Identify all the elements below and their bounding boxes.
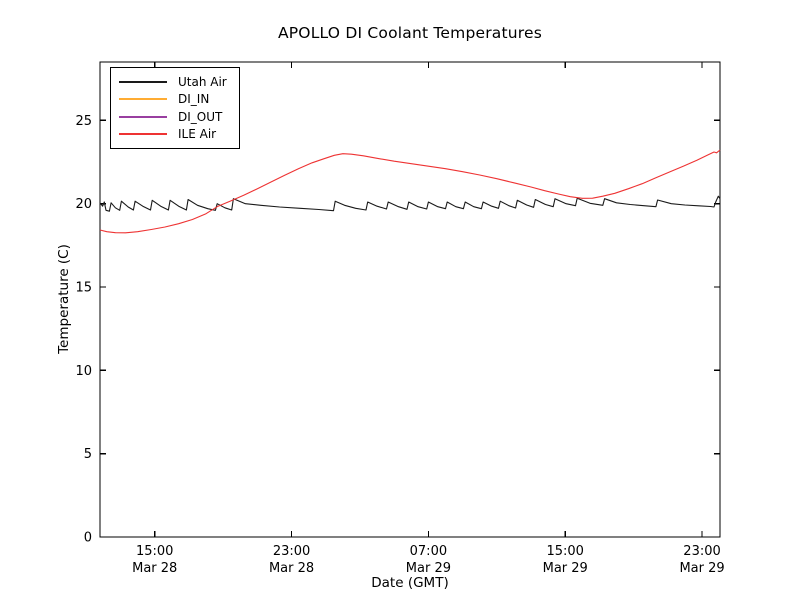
x-tick-label-time: 23:00 [273, 544, 310, 559]
y-axis-label: Temperature (C) [56, 244, 72, 354]
legend-line-sample-di-out [119, 115, 167, 118]
y-tick-label: 20 [75, 197, 92, 212]
plot-frame [99, 61, 721, 538]
y-tick-label: 5 [84, 447, 92, 462]
x-tick-label-date: Mar 29 [679, 561, 724, 576]
x-tick-label-time: 15:00 [546, 544, 583, 559]
x-tick-label-date: Mar 28 [269, 561, 314, 576]
chart-title: APOLLO DI Coolant Temperatures [277, 24, 543, 42]
legend: Utah Air DI_IN DI_OUT ILE Air [110, 67, 240, 149]
legend-line-sample-di-in [119, 98, 167, 101]
legend-item-di-out: DI_OUT [119, 108, 227, 126]
y-tick-label: 10 [75, 364, 92, 379]
legend-line-sample-utah-air [119, 80, 167, 83]
legend-item-utah-air: Utah Air [119, 73, 227, 91]
x-axis-label: Date (GMT) [371, 575, 449, 591]
legend-line-sample-ile-air [119, 133, 167, 136]
x-tick-label-date: Mar 28 [132, 561, 177, 576]
x-tick-label-time: 07:00 [410, 544, 447, 559]
x-tick-label-date: Mar 29 [543, 561, 588, 576]
y-tick-label: 15 [75, 281, 92, 296]
series-line-utah-air [99, 195, 721, 212]
x-tick-label-time: 15:00 [136, 544, 173, 559]
legend-label-utah-air: Utah Air [178, 74, 227, 89]
y-tick-label: 0 [84, 531, 92, 546]
legend-label-di-in: DI_IN [178, 92, 210, 107]
legend-label-ile-air: ILE Air [178, 127, 217, 142]
series-line-ile-air [99, 149, 721, 234]
legend-label-di-out: DI_OUT [178, 109, 223, 124]
x-tick-label-date: Mar 29 [406, 561, 451, 576]
legend-item-di-in: DI_IN [119, 91, 227, 109]
x-tick-label-time: 23:00 [683, 544, 720, 559]
legend-item-ile-air: ILE Air [119, 126, 227, 144]
y-tick-label: 25 [75, 114, 92, 129]
